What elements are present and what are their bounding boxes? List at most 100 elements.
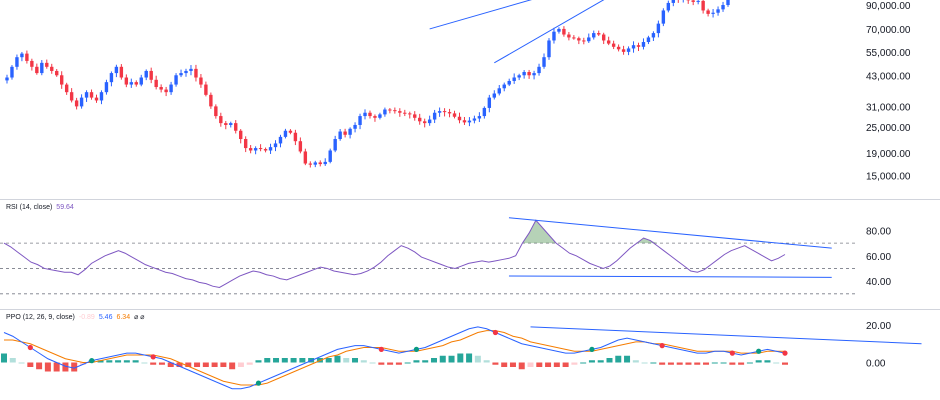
- price-candle-body: [373, 116, 377, 118]
- ppo-y-tick-label: 20.00: [866, 321, 891, 332]
- price-candle-body: [174, 75, 178, 85]
- ppo-histogram-bar: [553, 362, 560, 367]
- ppo-histogram-bar: [667, 362, 674, 365]
- price-candle-body: [626, 48, 631, 52]
- ppo-line: [3, 326, 786, 390]
- price-candle-body: [403, 112, 407, 114]
- ppo-legend-label: PPO (12, 26, 9, close): [6, 314, 75, 321]
- price-candle-body: [651, 33, 656, 38]
- rsi-trendline-2: [508, 275, 832, 278]
- price-candle-body: [229, 123, 233, 125]
- price-y-tick-label: 55,000.00: [866, 48, 911, 59]
- price-candle-body: [507, 80, 511, 85]
- ppo-legend[interactable]: PPO (12, 26, 9, close) -0.89 5.46 6.34 ⌀ ⌀: [6, 313, 148, 321]
- rsi-y-tick-label: 40.00: [866, 277, 891, 288]
- price-candle-body: [427, 119, 432, 124]
- ppo-histogram-bar: [632, 360, 639, 363]
- price-candle-body: [69, 92, 74, 101]
- price-candle-body: [214, 106, 218, 117]
- ppo-histogram-bar: [457, 353, 464, 363]
- price-candle-body: [169, 84, 173, 93]
- ppo-histogram-bar: [527, 362, 534, 367]
- price-candle-body: [432, 112, 437, 120]
- ppo-legend-icons[interactable]: ⌀ ⌀: [134, 314, 145, 321]
- price-candle-body: [258, 148, 263, 150]
- price-candle-body: [492, 93, 496, 98]
- ppo-histogram-bar: [615, 355, 622, 363]
- ppo-histogram-bar: [580, 362, 587, 364]
- ppo-histogram-bar: [211, 362, 218, 367]
- price-candle-body: [283, 130, 288, 137]
- ppo-histogram-bar: [773, 362, 780, 364]
- price-candle-body: [343, 131, 347, 135]
- price-candle-body: [656, 23, 661, 34]
- ppo-histogram-bar: [255, 360, 262, 363]
- ppo-legend-value-1: -0.89: [78, 314, 95, 321]
- price-candle-body: [204, 84, 208, 95]
- price-candle-body: [447, 112, 452, 114]
- ppo-histogram-bar: [518, 362, 525, 370]
- price-candle-body: [358, 116, 362, 125]
- price-candle-body: [273, 143, 278, 148]
- price-candle-body: [94, 97, 99, 101]
- price-candle-body: [313, 162, 317, 165]
- price-candle-body: [711, 12, 715, 14]
- price-trendline-1: [429, 0, 533, 30]
- price-candle-body: [303, 151, 308, 164]
- price-candle-body: [567, 34, 571, 38]
- price-candle-body: [616, 46, 621, 50]
- ppo-histogram-bar: [1, 353, 7, 363]
- ppo-histogram-bar: [141, 362, 148, 364]
- price-candle-body: [99, 92, 104, 101]
- ppo-crossover-dot: [589, 346, 595, 352]
- price-candle-body: [189, 68, 193, 71]
- price-candle-body: [721, 5, 725, 10]
- price-candle-body: [487, 97, 492, 108]
- rsi-line: [3, 219, 786, 288]
- ppo-histogram-bar: [492, 362, 499, 365]
- price-candle-body: [40, 62, 44, 74]
- ppo-histogram-bar: [659, 362, 666, 365]
- ppo-histogram-bar: [281, 358, 288, 363]
- price-candle-body: [691, 0, 695, 2]
- price-candle-body: [55, 70, 59, 76]
- ppo-histogram-bar: [167, 362, 174, 367]
- price-candle-body: [502, 84, 506, 89]
- price-candle-body: [219, 116, 223, 124]
- ppo-histogram-bar: [273, 358, 280, 363]
- ppo-trendline: [530, 326, 922, 345]
- price-candle-body: [263, 149, 268, 151]
- price-candle-body: [134, 82, 138, 85]
- ppo-histogram-bar: [62, 362, 69, 372]
- price-candle-body: [636, 45, 641, 47]
- ppo-histogram-bar: [325, 358, 332, 363]
- price-candle-body: [30, 60, 34, 67]
- price-candle-body: [671, 0, 676, 3]
- ppo-histogram-bar: [9, 358, 16, 363]
- price-candle-body: [338, 131, 342, 140]
- price-candle-body: [124, 77, 129, 85]
- ppo-histogram-bar: [703, 362, 710, 365]
- price-candle-body: [253, 148, 258, 151]
- rsi-legend[interactable]: RSI (14, close) 59.64: [6, 204, 78, 211]
- ppo-histogram-bar: [430, 358, 437, 363]
- price-candle-body: [278, 136, 283, 144]
- price-candle-body: [288, 130, 293, 133]
- price-candle-body: [179, 73, 183, 76]
- price-candle-body: [323, 161, 327, 165]
- ppo-histogram-bar: [536, 362, 543, 367]
- ppo-histogram-bar: [352, 358, 359, 363]
- price-candle-body: [64, 84, 69, 93]
- price-candle-body: [646, 37, 651, 43]
- ppo-histogram-bar: [176, 362, 183, 367]
- ppo-histogram-bar: [641, 362, 648, 364]
- ppo-histogram-bar: [562, 362, 569, 367]
- ppo-histogram-bar: [71, 362, 78, 372]
- price-candle-body: [154, 79, 158, 88]
- price-candle-body: [621, 49, 626, 52]
- ppo-histogram-bar: [606, 358, 613, 363]
- ppo-crossover-dot: [255, 380, 262, 386]
- ppo-crossover-dot: [413, 346, 420, 352]
- price-candle-body: [472, 118, 477, 121]
